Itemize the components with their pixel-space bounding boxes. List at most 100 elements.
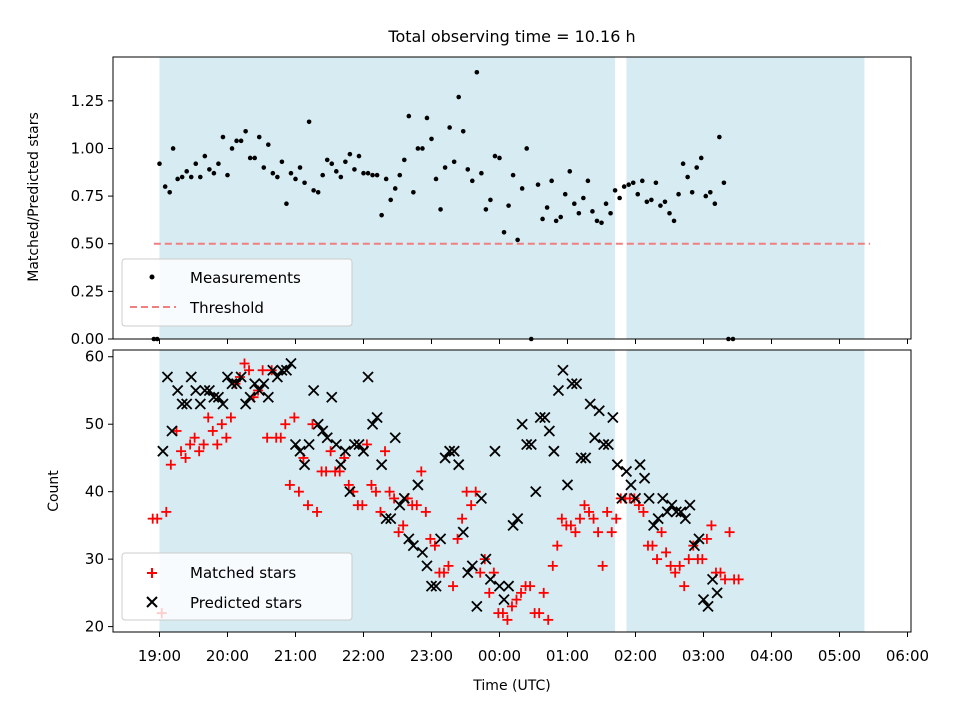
matched-stars-point — [552, 540, 563, 551]
measurement-point — [667, 210, 672, 216]
shaded-interval — [626, 350, 865, 632]
top-chart-title: Total observing time = 10.16 h — [387, 27, 635, 46]
predicted-stars-point — [611, 459, 624, 471]
measurement-point — [420, 146, 425, 151]
measurement-point — [270, 170, 276, 176]
legend-predicted-label: Predicted stars — [190, 594, 302, 612]
matched-stars-point — [538, 587, 549, 598]
measurement-point — [234, 138, 239, 144]
matched-stars-point — [366, 479, 377, 490]
matched-stars-point — [511, 594, 522, 605]
x-tick-label: 02:00 — [614, 647, 657, 665]
matched-stars-point — [547, 560, 558, 571]
matched-stars-point — [565, 520, 576, 531]
matched-stars-point — [665, 560, 676, 571]
measurement-point — [329, 161, 335, 167]
measurement-point — [179, 174, 185, 180]
top-data-marks — [151, 69, 871, 342]
y-tick-label: 20 — [85, 618, 104, 636]
matched-stars-point — [203, 412, 214, 423]
predicted-stars-point — [326, 391, 338, 403]
predicted-stars-point — [647, 519, 660, 532]
measurement-point — [306, 119, 312, 125]
matched-stars-point — [443, 560, 454, 571]
matched-stars-point — [502, 614, 513, 625]
measurement-point — [184, 169, 189, 174]
predicted-stars-point — [412, 479, 424, 491]
predicted-stars-point — [335, 459, 347, 471]
predicted-stars-point — [616, 492, 628, 505]
y-tick-label: 0.00 — [71, 330, 104, 348]
measurement-point — [544, 205, 550, 210]
predicted-stars-point — [348, 438, 361, 451]
bottom-y-axis-ticks: 20 30 40 50 60 — [85, 348, 113, 636]
predicted-stars-point — [294, 445, 306, 457]
predicted-stars-point — [439, 452, 451, 464]
measurement-point — [630, 180, 636, 186]
predicted-stars-point — [688, 540, 701, 552]
measurement-point — [703, 193, 709, 199]
measurement-point — [238, 138, 244, 144]
measurement-point — [288, 170, 294, 176]
measurement-point — [356, 153, 362, 159]
measurement-point — [562, 191, 568, 197]
predicted-stars-point — [629, 492, 642, 505]
predicted-stars-point — [638, 472, 651, 484]
measurement-point — [698, 155, 704, 161]
measurement-point — [510, 172, 516, 178]
measurement-point — [649, 197, 654, 203]
matched-stars-point — [602, 506, 613, 517]
matched-stars-point — [411, 500, 422, 511]
x-tick-label: 00:00 — [478, 647, 521, 665]
matched-stars-point — [212, 439, 223, 450]
matched-stars-point — [701, 533, 712, 544]
top-y-axis-ticks: 0.00 0.25 0.50 0.75 1.00 1.25 — [71, 92, 113, 348]
measurement-point — [603, 201, 609, 207]
measurement-point — [694, 165, 699, 170]
matched-stars-point — [216, 419, 227, 430]
matched-stars-point — [638, 506, 649, 517]
top-y-axis-label: Matched/Predicted stars — [26, 112, 42, 282]
predicted-stars-point — [484, 573, 497, 586]
predicted-stars-point — [403, 533, 415, 545]
measurement-point — [157, 161, 162, 167]
matched-stars-point — [221, 432, 232, 443]
predicted-stars-point — [253, 384, 265, 397]
measurement-point — [175, 176, 180, 182]
measurement-point — [524, 146, 529, 151]
matched-stars-point — [679, 581, 690, 592]
measurement-point — [608, 210, 613, 216]
measurement-point — [658, 203, 663, 208]
matched-stars-point — [194, 446, 205, 457]
measurement-point — [284, 201, 289, 207]
matched-stars-point — [225, 412, 236, 423]
predicted-stars-point — [244, 391, 256, 403]
matched-stars-point — [393, 527, 404, 538]
predicted-stars-point — [561, 479, 574, 491]
y-tick-label: 30 — [85, 550, 104, 568]
measurement-point — [211, 170, 217, 176]
matched-stars-point — [670, 567, 681, 578]
matched-stars-point — [724, 527, 735, 538]
measurement-point — [311, 188, 316, 193]
matched-stars-point — [506, 601, 517, 612]
y-tick-label: 0.50 — [71, 235, 104, 253]
matched-stars-point — [180, 452, 191, 463]
measurement-point — [374, 172, 380, 178]
matched-stars-point — [584, 506, 595, 517]
measurement-point — [549, 178, 554, 184]
predicted-stars-point — [190, 384, 202, 397]
measurement-point — [653, 180, 659, 186]
predicted-stars-point — [262, 391, 274, 403]
bottom-legend: Matched stars Predicted stars — [121, 552, 353, 621]
y-tick-label: 0.75 — [71, 187, 104, 205]
predicted-stars-point — [298, 459, 311, 471]
matched-stars-point — [389, 493, 400, 504]
measurement-point — [640, 178, 645, 184]
matched-stars-point — [189, 432, 200, 443]
measurement-point — [483, 207, 489, 212]
measurement-point — [590, 209, 595, 214]
measurement-point — [501, 229, 507, 235]
predicted-stars-point — [389, 432, 401, 444]
y-tick-label: 1.00 — [71, 139, 104, 157]
